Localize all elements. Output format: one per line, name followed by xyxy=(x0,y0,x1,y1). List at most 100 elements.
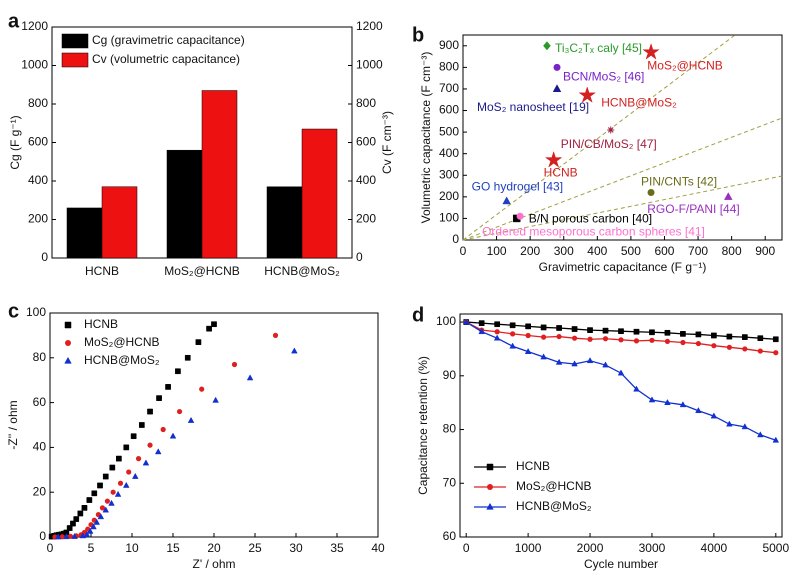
marker xyxy=(478,328,485,335)
marker xyxy=(462,318,470,325)
marker xyxy=(147,408,153,415)
marker xyxy=(510,331,516,337)
x-tick-label: 4000 xyxy=(701,541,728,555)
marker xyxy=(117,480,124,486)
marker xyxy=(680,339,686,346)
panel-label: b xyxy=(412,24,424,46)
y2-tick-label: 200 xyxy=(356,212,376,226)
panel-label: a xyxy=(8,10,20,32)
x-axis-label: Cycle number xyxy=(584,557,658,571)
x-tick-label: 300 xyxy=(554,244,574,258)
y2-tick-label: 1000 xyxy=(356,58,383,72)
marker xyxy=(773,350,779,356)
marker xyxy=(587,327,593,333)
y-tick-label: 200 xyxy=(28,212,48,226)
y2-tick-label: 400 xyxy=(356,173,376,187)
marker xyxy=(131,472,139,479)
marker xyxy=(83,531,91,538)
marker xyxy=(494,321,501,328)
y-tick-label: 60 xyxy=(443,529,457,543)
x-tick-label: 0 xyxy=(47,541,54,555)
x-tick-label: 30 xyxy=(289,541,303,555)
x-tick-label: 15 xyxy=(166,541,180,555)
marker xyxy=(607,126,615,134)
marker xyxy=(586,357,594,364)
marker xyxy=(126,469,132,475)
marker xyxy=(711,343,717,349)
x-tick-label: HCNB@MoS₂ xyxy=(264,264,340,278)
marker xyxy=(91,490,98,497)
marker xyxy=(67,533,74,539)
marker xyxy=(571,335,578,341)
point-label: PIN/CB/MoS₂ [47] xyxy=(561,137,657,151)
marker xyxy=(77,510,84,517)
y-tick-label: 300 xyxy=(439,167,459,181)
marker xyxy=(509,342,516,349)
marker xyxy=(525,323,531,330)
marker xyxy=(97,513,105,520)
marker xyxy=(110,489,116,495)
point-label: MoS₂ nanosheet [19] xyxy=(477,100,589,114)
y-tick-label: 100 xyxy=(436,314,456,328)
x-tick-label: 200 xyxy=(520,244,540,258)
x-tick-label: HCNB xyxy=(85,264,119,278)
marker xyxy=(553,63,561,71)
marker xyxy=(556,325,562,331)
point-label: PIN/CNTs [42] xyxy=(641,175,717,189)
y-tick-label: 600 xyxy=(439,103,459,117)
panel-label: d xyxy=(412,304,424,326)
point-label: Ordered mesoporous carbon spheres [41] xyxy=(482,224,705,238)
marker xyxy=(493,334,501,341)
y-axis-label: Volumetric capacitance (F cm⁻³) xyxy=(419,52,433,224)
y-tick-label: 700 xyxy=(439,81,459,95)
marker xyxy=(724,192,733,200)
marker xyxy=(642,43,660,60)
legend-marker xyxy=(486,502,494,510)
x-axis-label: Gravimetric capacitance (F g⁻¹) xyxy=(539,260,707,274)
marker xyxy=(757,335,764,342)
marker xyxy=(291,347,298,354)
marker xyxy=(648,396,656,403)
plot-frame xyxy=(459,313,783,538)
marker xyxy=(97,482,103,489)
marker xyxy=(90,523,97,530)
legend-label: HCNB xyxy=(84,317,118,331)
x-tick-label: 35 xyxy=(330,541,344,555)
bar xyxy=(66,207,103,259)
x-tick-label: 0 xyxy=(460,244,467,258)
x-tick-label: 1000 xyxy=(515,541,542,555)
bar xyxy=(301,128,338,259)
legend-label: MoS₂@HCNB xyxy=(516,479,592,493)
y2-tick-label: 1200 xyxy=(356,19,383,33)
marker xyxy=(516,212,524,220)
marker xyxy=(99,505,106,511)
marker xyxy=(742,346,748,352)
y-tick-label: 0 xyxy=(41,250,48,264)
marker xyxy=(63,533,70,540)
x-tick-label: 10 xyxy=(125,541,139,555)
marker xyxy=(138,422,145,428)
marker xyxy=(544,150,563,168)
marker xyxy=(54,533,62,540)
panel-label: c xyxy=(8,300,19,322)
legend-marker xyxy=(64,321,72,329)
marker xyxy=(711,332,717,339)
marker xyxy=(71,532,78,539)
marker xyxy=(86,497,93,503)
legend-label: Cg (gravimetric capacitance) xyxy=(92,33,245,47)
marker xyxy=(772,336,779,343)
x-tick-label: 5000 xyxy=(762,541,789,555)
marker xyxy=(633,385,640,392)
legend-label: MoS₂@HCNB xyxy=(84,335,160,349)
marker xyxy=(664,338,671,345)
y-tick-label: 40 xyxy=(33,440,47,454)
x-tick-label: 600 xyxy=(654,244,674,258)
bar xyxy=(201,90,238,259)
legend-marker xyxy=(486,463,494,471)
y2-axis-label: Cv (F cm⁻³) xyxy=(380,111,394,174)
marker xyxy=(212,396,219,403)
marker xyxy=(757,431,764,438)
x-tick-label: 500 xyxy=(621,244,641,258)
marker xyxy=(602,336,609,342)
legend-marker xyxy=(487,484,493,490)
